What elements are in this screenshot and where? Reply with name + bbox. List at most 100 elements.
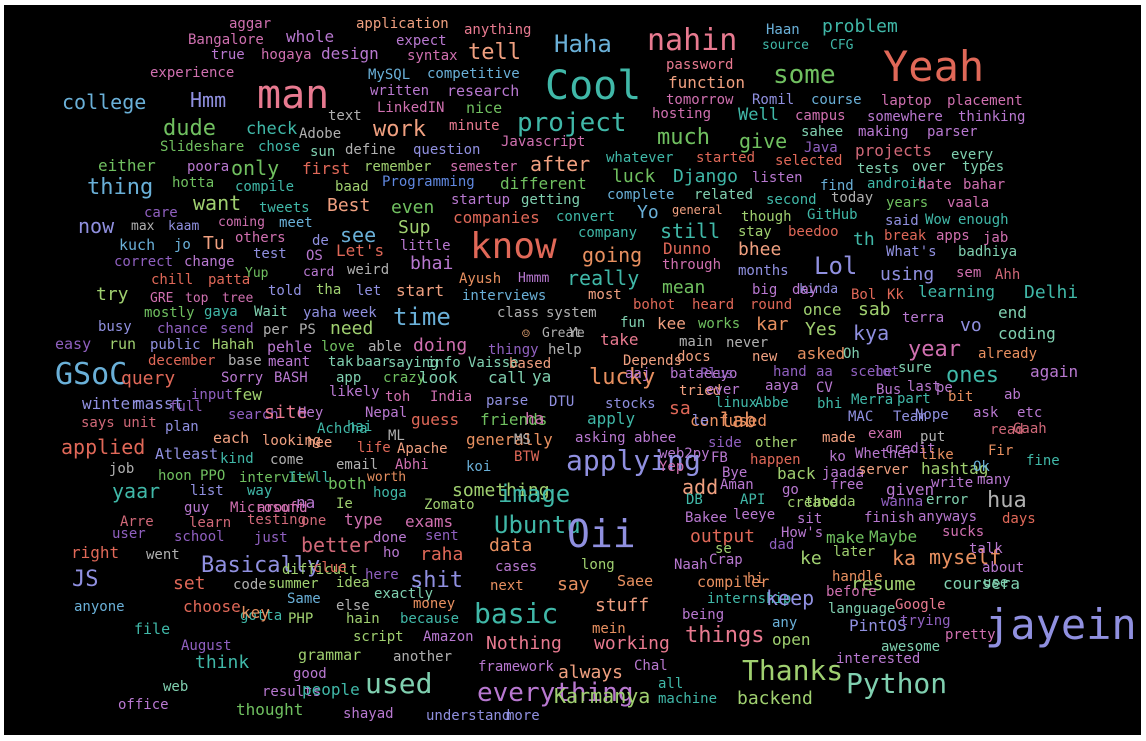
word-98: vaala	[947, 195, 990, 211]
word-489: everything	[477, 678, 634, 708]
word-332: happen	[750, 452, 801, 468]
word-129: others	[235, 230, 286, 246]
word-430: summer	[268, 576, 319, 592]
word-210: public	[150, 337, 201, 353]
word-451: being	[682, 607, 725, 623]
word-154: using	[880, 264, 935, 285]
word-266: pe	[936, 380, 953, 396]
word-11: source	[762, 38, 809, 53]
word-216: pehle	[267, 338, 313, 356]
word-219: doing	[413, 335, 468, 356]
word-42: somewhere	[867, 109, 943, 125]
word-379: Arre	[120, 514, 154, 530]
word-109: meet	[279, 215, 313, 231]
word-cloud-canvas: ☺ aggar application anything Haan problem Ban…	[4, 5, 1141, 735]
word-465: script	[353, 629, 404, 645]
word-252: scene	[850, 364, 893, 380]
word-250: hand	[773, 364, 807, 380]
word-476: interested	[836, 651, 921, 667]
word-413: ka	[892, 546, 917, 570]
word-236: Oh	[843, 346, 860, 362]
word-114: said	[885, 213, 919, 229]
word-396: sent	[425, 528, 459, 544]
word-428: set	[173, 573, 206, 594]
word-140: What's	[886, 244, 937, 260]
word-322: Atleast	[155, 445, 219, 463]
word-172: GRE	[150, 291, 174, 306]
word-4: Haan	[766, 22, 800, 38]
word-170: learning	[918, 282, 996, 301]
word-178: heard	[692, 297, 735, 313]
word-284: Hey	[298, 405, 324, 421]
word-426: handle	[832, 569, 883, 585]
word-36: LinkedIN	[377, 100, 445, 116]
word-208: easy	[55, 335, 92, 353]
word-79: compile	[235, 179, 295, 195]
word-343: koi	[466, 459, 492, 475]
word-351: worth	[367, 470, 407, 485]
word-93: complete	[607, 187, 675, 203]
word-375: create	[787, 495, 838, 511]
word-282: search	[228, 407, 279, 423]
word-227: baar	[356, 354, 390, 370]
word-73: after	[530, 152, 591, 176]
word-463: mein	[592, 621, 626, 637]
word-316: applied	[61, 435, 146, 459]
word-348: hashtag	[921, 459, 989, 478]
word-370: around	[257, 500, 308, 516]
word-496: understand	[426, 708, 511, 724]
word-407: went	[146, 547, 180, 563]
word-218: able	[368, 339, 402, 355]
word-480: Chal	[634, 658, 668, 674]
word-67: either	[98, 156, 156, 175]
word-51: parser	[927, 124, 978, 140]
word-25: Cool	[545, 63, 642, 109]
word-488: people	[302, 680, 360, 699]
word-185: time	[393, 303, 451, 331]
word-8: expect	[396, 33, 447, 49]
word-235: asked	[797, 344, 846, 363]
word-126: kuch	[119, 236, 156, 254]
word-297: guess	[411, 410, 460, 429]
word-472: open	[772, 630, 811, 649]
word-469: August	[181, 638, 232, 654]
word-232: Depends	[623, 353, 683, 369]
word-467: things	[685, 623, 765, 648]
word-241: app	[336, 370, 362, 386]
word-107: kaam	[168, 219, 200, 234]
word-264: Bus	[876, 382, 902, 398]
word-309: hee	[307, 435, 333, 451]
word-416: Basically	[201, 553, 321, 578]
word-71: remember	[364, 159, 432, 175]
word-82: different	[500, 174, 587, 193]
word-105: now	[78, 214, 115, 238]
word-58: define	[345, 142, 396, 158]
word-186: class	[497, 305, 540, 321]
word-406: right	[71, 543, 120, 562]
word-212: take	[600, 330, 639, 349]
word-483: web	[163, 679, 189, 695]
word-220: thingy	[488, 342, 539, 358]
word-418: clue	[313, 560, 347, 576]
word-102: even	[391, 197, 435, 218]
word-147: months	[738, 263, 789, 279]
word-265: last	[907, 379, 941, 395]
word-448: choose	[183, 597, 241, 616]
word-328: like	[920, 447, 954, 463]
word-40: Well	[738, 105, 779, 125]
word-276: Abbe	[755, 395, 789, 411]
word-411: ke	[800, 548, 822, 569]
word-150: weird	[347, 262, 390, 278]
word-314: abhee	[634, 430, 677, 446]
word-464: key	[241, 603, 270, 622]
word-393: school	[174, 529, 225, 545]
word-352: both	[328, 474, 367, 493]
word-74: tests	[857, 161, 900, 177]
word-175: interviews	[462, 288, 547, 304]
word-251: aa	[816, 364, 833, 380]
word-117: see	[340, 223, 377, 247]
word-357: yaar	[112, 479, 161, 503]
word-277: bhi	[817, 396, 843, 412]
word-228: saying	[388, 355, 439, 371]
word-143: change	[184, 254, 235, 270]
